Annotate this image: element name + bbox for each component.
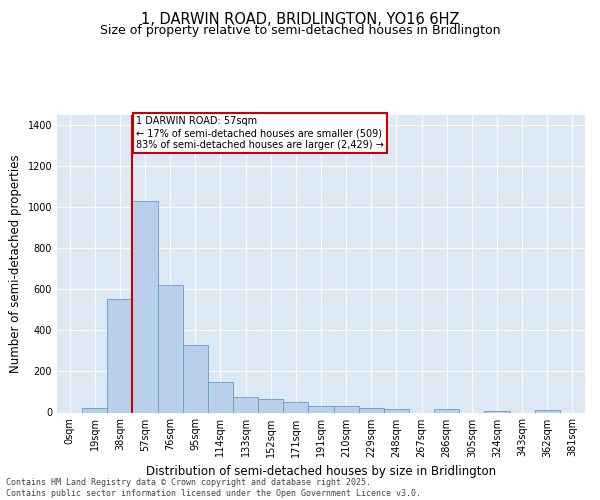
Text: 1 DARWIN ROAD: 57sqm
← 17% of semi-detached houses are smaller (509)
83% of semi: 1 DARWIN ROAD: 57sqm ← 17% of semi-detac… bbox=[136, 116, 384, 150]
Bar bbox=[359, 408, 384, 412]
Bar bbox=[334, 406, 359, 412]
Bar bbox=[208, 382, 233, 412]
Bar bbox=[283, 402, 308, 412]
Bar bbox=[183, 345, 208, 412]
Bar bbox=[82, 408, 107, 412]
Bar bbox=[384, 410, 409, 412]
Bar bbox=[308, 406, 334, 412]
Bar bbox=[133, 201, 158, 412]
Y-axis label: Number of semi-detached properties: Number of semi-detached properties bbox=[9, 154, 22, 373]
Text: 1, DARWIN ROAD, BRIDLINGTON, YO16 6HZ: 1, DARWIN ROAD, BRIDLINGTON, YO16 6HZ bbox=[141, 12, 459, 28]
Bar bbox=[107, 298, 133, 412]
Text: Contains HM Land Registry data © Crown copyright and database right 2025.
Contai: Contains HM Land Registry data © Crown c… bbox=[6, 478, 421, 498]
Text: Size of property relative to semi-detached houses in Bridlington: Size of property relative to semi-detach… bbox=[100, 24, 500, 37]
Bar bbox=[484, 411, 509, 412]
Bar bbox=[233, 397, 258, 412]
Bar bbox=[535, 410, 560, 412]
Bar bbox=[158, 286, 183, 412]
Bar bbox=[434, 410, 459, 412]
X-axis label: Distribution of semi-detached houses by size in Bridlington: Distribution of semi-detached houses by … bbox=[146, 465, 496, 478]
Bar bbox=[258, 399, 283, 412]
